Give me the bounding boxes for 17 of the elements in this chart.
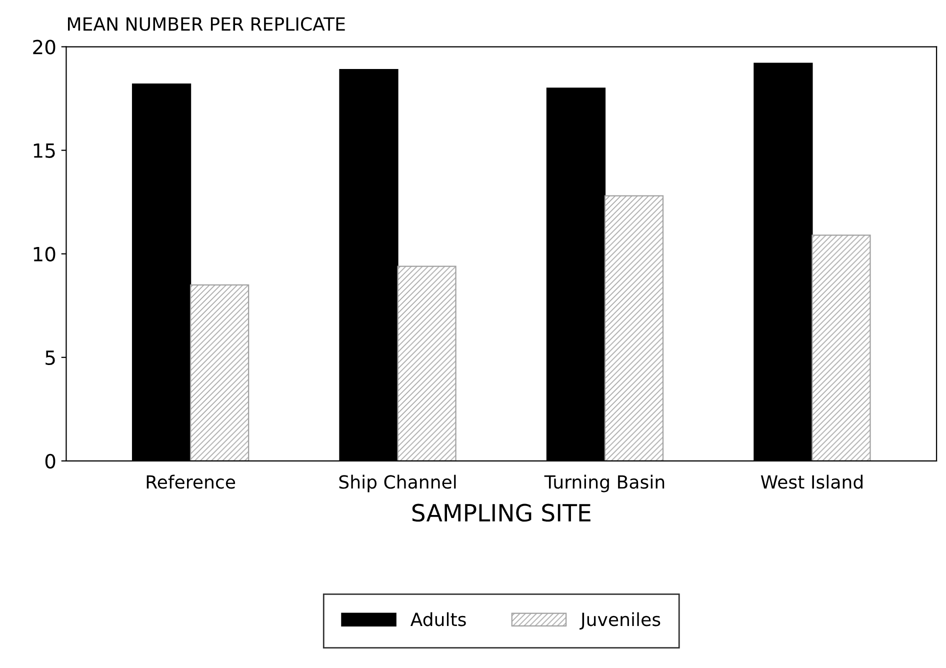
bar <box>190 284 250 461</box>
x-axis-title: SAMPLING SITE <box>412 504 590 522</box>
x-tick-label: Reference <box>146 474 236 489</box>
y-tick-label: 20 <box>33 40 56 54</box>
x-tick-label: West Island <box>760 474 862 489</box>
y-tick-label: 0 <box>45 454 56 469</box>
bar <box>812 234 871 461</box>
legend-label: Juveniles <box>580 612 660 630</box>
y-tick-label: 5 <box>46 350 55 366</box>
y-tick-label: 15 <box>34 144 55 158</box>
x-tick-label: Turning Basin <box>544 474 664 492</box>
x-tick-label: Ship Channel <box>339 474 456 492</box>
legend-label: Adults <box>410 612 466 626</box>
bar <box>604 195 664 461</box>
y-tick-label: 10 <box>34 246 56 262</box>
bar <box>397 266 456 461</box>
y-axis-title: MEAN NUMBER PER REPLICATE <box>68 17 345 31</box>
